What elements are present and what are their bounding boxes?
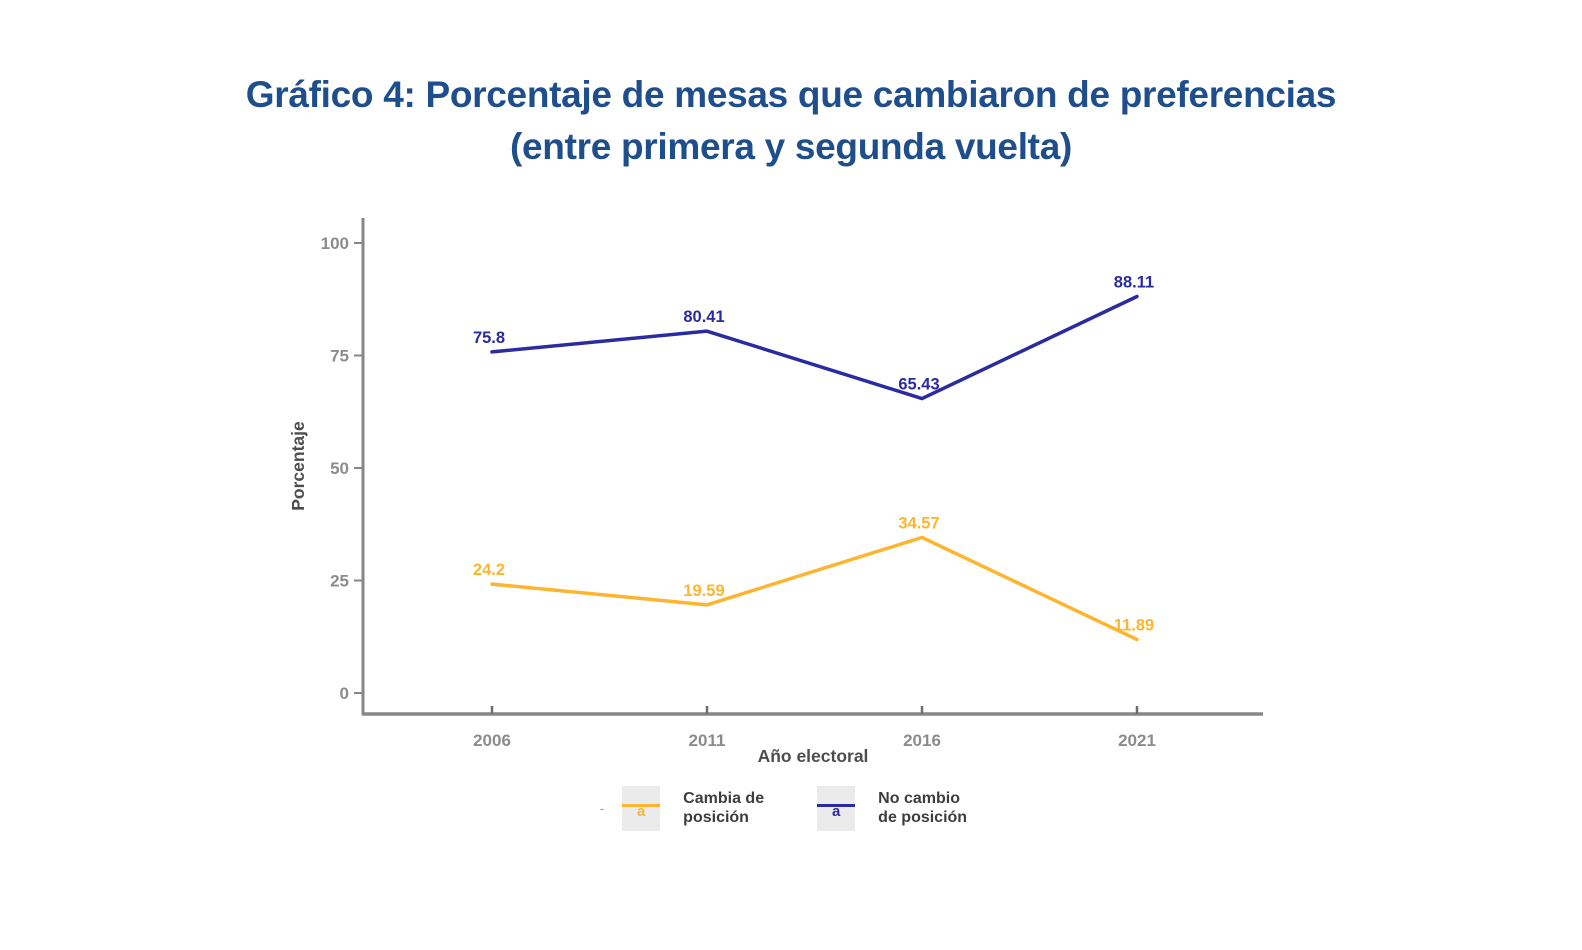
point-label: 19.59 [683, 582, 724, 600]
y-tick-label: 100 [321, 234, 349, 253]
legend-line-swatch-icon [622, 804, 661, 807]
point-label: 24.2 [473, 561, 505, 579]
x-tick-label: 2006 [473, 731, 511, 750]
x-tick-label: 2011 [689, 731, 726, 750]
legend-key-cambia: a [622, 786, 661, 831]
title-line-2: (entre primera y segunda vuelta) [509, 126, 1073, 168]
y-tick-label: 0 [340, 684, 349, 703]
legend-item-cambia: a Cambia de posición [622, 786, 787, 831]
chart-legend: - a Cambia de posición a No cambio de po… [0, 786, 1582, 831]
legend-text-glyph: a [832, 803, 841, 820]
y-tick-label: 75 [330, 347, 349, 366]
legend-dash: - [599, 801, 605, 816]
series-line [490, 294, 1139, 401]
legend-line-swatch-icon [817, 804, 856, 807]
legend-text-glyph: a [637, 803, 646, 820]
page-title: Gráfico 4: Porcentaje de mesas que cambi… [0, 69, 1582, 174]
legend-key-no-cambio: a [817, 786, 856, 831]
point-label: 80.41 [683, 308, 724, 326]
x-tick-label: 2016 [903, 731, 941, 750]
point-label: 75.8 [473, 329, 505, 347]
x-tick-label: 2021 [1118, 731, 1156, 750]
series-line [490, 535, 1139, 642]
legend-item-no-cambio: a No cambio de posición [817, 786, 982, 831]
legend-label-no-cambio: No cambio de posición [878, 789, 968, 826]
y-tick-label: 25 [330, 572, 349, 591]
x-axis-title: Año electoral [758, 746, 869, 766]
point-label: 88.11 [1114, 274, 1154, 292]
legend-label-cambia: Cambia de posición [683, 789, 765, 826]
point-label: 11.89 [1114, 616, 1154, 634]
y-axis-title: Porcentaje [288, 421, 308, 511]
title-line-1: Gráfico 4: Porcentaje de mesas que cambi… [245, 73, 1337, 115]
y-tick-label: 50 [330, 459, 349, 478]
point-label: 34.57 [898, 514, 939, 532]
point-label: 65.43 [898, 376, 939, 394]
